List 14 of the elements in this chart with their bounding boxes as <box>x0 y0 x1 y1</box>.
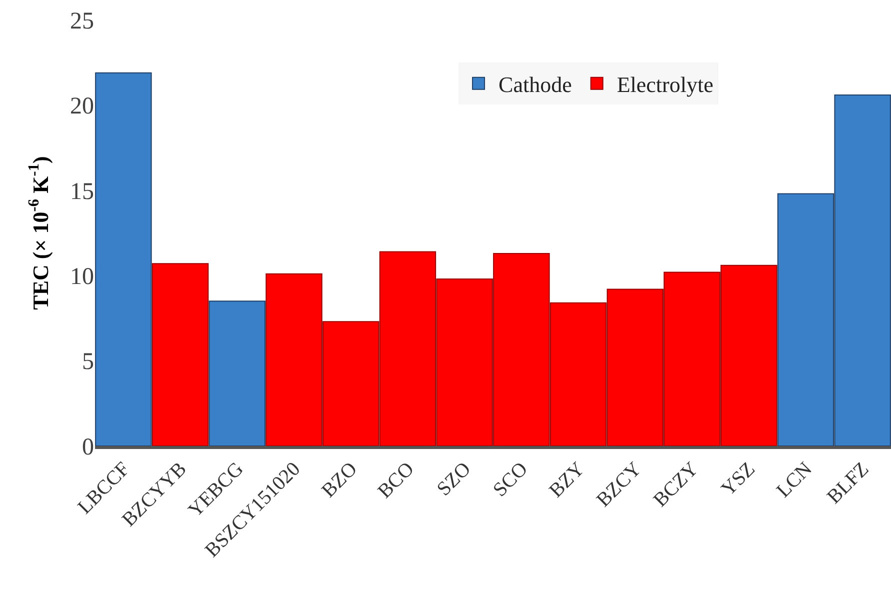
x-tick-label: YSZ <box>717 458 760 500</box>
bar <box>152 263 209 446</box>
y-tick-label: 25 <box>70 8 94 34</box>
y-tick-label: 15 <box>70 178 94 205</box>
y-tick-label: 5 <box>82 349 94 376</box>
bar <box>208 300 266 446</box>
x-tick-label: SZO <box>432 458 476 500</box>
y-tick-label: 0 <box>82 434 94 460</box>
x-tick-label: SCO <box>488 458 532 502</box>
legend-label: Electrolyte <box>616 72 714 97</box>
bar <box>95 72 152 446</box>
y-tick-label: 20 <box>70 94 94 120</box>
y-tick-label: 10 <box>70 264 94 290</box>
legend-label: Cathode <box>498 72 572 97</box>
